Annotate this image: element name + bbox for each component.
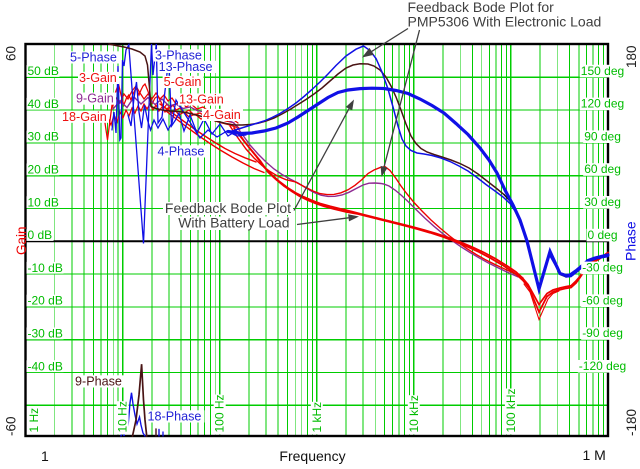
svg-text:-10 dB: -10 dB (28, 261, 63, 275)
svg-text:100 Hz: 100 Hz (213, 394, 227, 432)
svg-text:4-Gain: 4-Gain (203, 108, 241, 122)
svg-text:40 dB: 40 dB (28, 97, 59, 111)
svg-text:120 deg: 120 deg (581, 97, 624, 111)
svg-text:18-Phase: 18-Phase (148, 410, 202, 424)
svg-text:Phase: Phase (623, 221, 639, 261)
svg-text:1 Hz: 1 Hz (27, 408, 41, 433)
svg-text:50 dB: 50 dB (28, 64, 59, 78)
svg-text:9-Gain: 9-Gain (76, 92, 114, 106)
svg-text:-60 deg: -60 deg (582, 293, 623, 307)
svg-text:13-Gain: 13-Gain (179, 93, 224, 107)
svg-text:100 kHz: 100 kHz (504, 388, 518, 432)
svg-text:-30 deg: -30 deg (582, 261, 623, 275)
svg-text:-90 deg: -90 deg (582, 326, 623, 340)
svg-text:9-Phase: 9-Phase (75, 375, 122, 389)
svg-text:1 kHz: 1 kHz (310, 402, 324, 433)
svg-text:20 dB: 20 dB (28, 163, 59, 177)
svg-text:10 Hz: 10 Hz (116, 401, 130, 432)
svg-text:1: 1 (41, 448, 49, 464)
svg-text:5-Phase: 5-Phase (70, 51, 117, 65)
svg-text:3-Phase: 3-Phase (155, 49, 202, 63)
svg-text:30 dB: 30 dB (28, 130, 59, 144)
svg-text:PMP5306 With Electronic Load: PMP5306 With Electronic Load (408, 14, 602, 30)
svg-text:3-Gain: 3-Gain (79, 71, 117, 85)
svg-text:4-Phase: 4-Phase (158, 145, 205, 159)
svg-text:150 deg: 150 deg (581, 64, 624, 78)
svg-text:With Battery Load: With Battery Load (178, 215, 289, 231)
svg-text:30 deg: 30 deg (584, 195, 621, 209)
svg-text:1 M: 1 M (583, 447, 606, 463)
svg-text:0 dB: 0 dB (28, 228, 53, 242)
svg-text:5-Gain: 5-Gain (164, 75, 202, 89)
svg-text:Feedback Bode Plot for: Feedback Bode Plot for (408, 0, 555, 15)
svg-text:-20 dB: -20 dB (28, 294, 63, 308)
svg-text:13-Phase: 13-Phase (159, 60, 213, 74)
svg-text:60 deg: 60 deg (584, 162, 621, 176)
svg-text:0 deg: 0 deg (588, 228, 618, 242)
svg-text:10 dB: 10 dB (28, 195, 59, 209)
svg-text:Gain: Gain (14, 226, 29, 255)
svg-text:180: 180 (624, 45, 639, 68)
svg-text:60: 60 (4, 46, 19, 61)
svg-text:10 kHz: 10 kHz (407, 395, 421, 432)
svg-text:-180: -180 (624, 409, 639, 436)
svg-text:-120 deg: -120 deg (579, 359, 626, 373)
svg-text:-40 dB: -40 dB (28, 359, 63, 373)
svg-text:Feedback Bode Plot: Feedback Bode Plot (165, 200, 291, 216)
svg-text:-60: -60 (4, 416, 19, 436)
svg-text:Frequency: Frequency (279, 448, 345, 464)
svg-text:18-Gain: 18-Gain (62, 110, 107, 124)
svg-text:90 deg: 90 deg (584, 129, 621, 143)
svg-text:-30 dB: -30 dB (28, 327, 63, 341)
